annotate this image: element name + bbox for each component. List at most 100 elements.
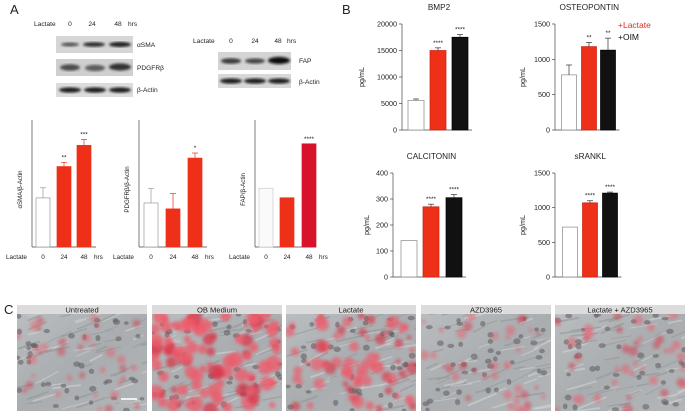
legend-lactate: +Lactate [618,20,651,30]
micrograph-label-bg [555,305,685,314]
western-blot-left: Lactate 0 24 48 hrs αSMA PDGFRβ β-Actin [34,21,164,97]
bar-48 [76,145,92,248]
micrograph-image [286,314,416,411]
y-axis-label: FAP/β-Actin [240,173,247,206]
y-tick-label: 0 [546,126,550,135]
x-tick-label: 0 [264,254,268,261]
blot-left-lane-24: 24 [88,21,96,28]
chart-title: sRANKL [575,152,607,161]
micrograph-label: Untreated [65,305,98,314]
bar-oim [600,49,616,131]
y-tick-label: 1000 [534,55,550,64]
x-tick-label: 0 [41,254,45,261]
micrograph-ob-medium: OB Medium [152,305,282,411]
legend-oim: +OIM [618,32,639,42]
x-unit-label: hrs [205,254,214,261]
y-axis-label: pg/mL [362,215,371,235]
bar-0 [258,187,274,248]
blot-right-lane-48: 48 [274,38,282,45]
x-unit-label: hrs [319,254,328,261]
significance-marker: **** [455,27,466,34]
significance-marker: **** [304,136,315,143]
bar-24 [279,197,295,248]
micrograph-image [152,314,282,411]
significance-marker: **** [426,196,437,203]
chart-calcitonin: CALCITONIN 0 100 200 300 400 pg/mL **** **** [362,152,466,282]
significance-marker: ** [586,34,592,41]
significance-marker: **** [605,184,616,191]
micrograph-azd3965: AZD3965 [421,305,551,411]
bar-untreated [562,226,578,278]
blot-band-bactin-left: β-Actin [137,87,158,94]
blot-band-fap: FAP [299,58,312,65]
blot-band-pdgfrb: PDGFRβ [137,65,164,72]
blot-right-lane-0: 0 [229,38,233,45]
significance-marker: **** [585,193,596,200]
bar-lactate [581,46,597,131]
micrograph-label: OB Medium [197,305,237,314]
bar-48 [301,143,317,248]
micrograph-label-bg [421,305,551,314]
y-axis-label: pg/mL [357,67,366,87]
micrograph-label: Lactate [339,305,364,314]
x-axis-label: Lactate [229,254,250,261]
blot-right-lane-24: 24 [251,38,259,45]
blot-band-asma: αSMA [137,42,156,49]
significance-marker: **** [433,40,444,47]
x-tick-label: 0 [149,254,153,261]
y-axis-label: pg/mL [518,67,527,87]
y-tick-label: 0 [393,126,397,135]
micrograph-lactate---azd3965: Lactate + AZD3965 [555,305,685,411]
bar-24 [56,166,72,248]
bar-0 [143,202,159,248]
y-tick-label: 15000 [377,46,397,55]
chart-title: OSTEOPONTIN [559,3,619,12]
bar-lactate [582,202,598,278]
x-axis-label: Lactate [6,254,27,261]
significance-marker: **** [449,187,460,194]
bar-oim [451,36,469,131]
y-tick-label: 5000 [381,99,397,108]
micrograph-image [555,314,685,411]
micrographs-panel: Untreated OB Medium Lactate AZD3965 Lactate … [17,305,685,411]
micrograph-untreated: Untreated [17,305,147,411]
panel-letter-b: B [342,2,351,17]
micrograph-label-bg [286,305,416,314]
x-unit-label: hrs [94,254,103,261]
y-tick-label: 500 [538,238,550,247]
y-tick-label: 1000 [534,203,550,212]
y-tick-label: 400 [376,169,388,178]
blot-right-unit: hrs [287,38,297,45]
blot-left-lane-48: 48 [114,21,122,28]
x-tick-label: 48 [80,254,88,261]
y-tick-label: 1500 [534,20,550,29]
panel-letter-c: C [4,302,13,317]
x-tick-label: 48 [191,254,199,261]
bar-48 [187,157,203,248]
micrograph-label: AZD3965 [470,305,502,314]
bar-lactate [429,50,447,131]
chart-title: CALCITONIN [407,152,457,161]
x-tick-label: 24 [60,254,68,261]
y-tick-label: 0 [546,273,550,282]
chart-fap: FAP/β-Actin Lactate 0 24 48 hrs **** [229,120,328,261]
blot-band-bactin-right: β-Actin [299,79,320,86]
y-axis-label: PDGFRβ/β-Actin [124,166,131,213]
y-axis-label: pg/mL [518,215,527,235]
western-blot-right: Lactate 0 24 48 hrs FAP β-Actin [193,38,320,88]
blot-left-header-label: Lactate [34,21,56,28]
blot-left-lane-0: 0 [68,21,72,28]
bar-untreated [561,74,577,131]
y-tick-label: 10000 [377,73,397,82]
bar-untreated [407,99,425,131]
x-tick-label: 24 [169,254,177,261]
bar-24 [165,208,181,248]
chart-title: BMP2 [428,3,451,12]
y-tick-label: 20000 [377,20,397,29]
micrograph-image [17,314,147,411]
x-tick-label: 48 [305,254,313,261]
micrograph-label-bg [17,305,147,314]
micrograph-lactate: Lactate [286,305,416,411]
y-tick-label: 500 [538,90,550,99]
